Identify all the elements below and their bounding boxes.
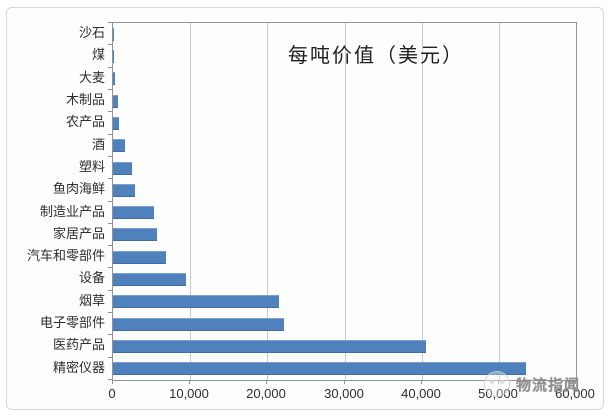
- category-label: 塑料: [78, 159, 105, 174]
- axis-tick: [266, 380, 267, 384]
- axis-tick: [108, 22, 112, 23]
- category-label: 酒: [91, 137, 105, 152]
- axis-tick: [108, 156, 112, 157]
- axis-tick: [108, 290, 112, 291]
- category-label: 家居产品: [52, 226, 105, 241]
- gridline: [499, 23, 500, 380]
- category-label: 精密仪器: [52, 360, 105, 375]
- axis-tick: [108, 44, 112, 45]
- axis-tick: [108, 134, 112, 135]
- watermark-text: 物流指闻: [516, 377, 581, 394]
- x-tick-label: 40,000: [401, 386, 441, 401]
- category-label: 烟草: [78, 293, 105, 308]
- category-axis: 沙石煤大麦木制品农产品酒塑料鱼肉海鲜制造业产品家居产品汽车和零部件设备烟草电子零…: [0, 22, 105, 379]
- axis-tick: [108, 267, 112, 268]
- axis-tick: [108, 379, 112, 380]
- bar: [113, 318, 284, 331]
- bar: [113, 95, 118, 108]
- bar: [113, 295, 279, 308]
- x-tick-label: 10,000: [169, 386, 209, 401]
- category-label: 汽车和零部件: [26, 248, 105, 263]
- axis-tick: [108, 312, 112, 313]
- bar: [113, 72, 115, 85]
- watermark-logo-icon: [484, 371, 510, 397]
- gridline: [190, 23, 191, 380]
- axis-tick: [108, 178, 112, 179]
- category-label: 木制品: [65, 92, 105, 107]
- x-tick-label: 0: [108, 386, 116, 401]
- bar: [113, 28, 114, 41]
- category-label: 设备: [78, 270, 105, 285]
- x-tick-label: 30,000: [324, 386, 364, 401]
- category-label: 沙石: [78, 25, 105, 40]
- bar: [113, 251, 166, 264]
- x-tick-label: 60,000: [555, 386, 595, 401]
- bar: [113, 50, 114, 63]
- bar: [113, 362, 526, 375]
- axis-tick: [108, 201, 112, 202]
- axis-tick: [421, 380, 422, 384]
- axis-tick: [575, 380, 576, 384]
- bar: [113, 162, 132, 175]
- axis-tick: [189, 380, 190, 384]
- bar: [113, 184, 135, 197]
- gridline: [267, 23, 268, 380]
- bar: [113, 340, 426, 353]
- category-label: 医药产品: [52, 337, 105, 352]
- plot-area: 每吨价值（美元）: [112, 22, 577, 381]
- category-label: 煤: [91, 47, 105, 62]
- gridline: [422, 23, 423, 380]
- bar: [113, 228, 157, 241]
- category-label: 鱼肉海鲜: [52, 181, 105, 196]
- category-label: 电子零部件: [39, 315, 105, 330]
- bar: [113, 117, 119, 130]
- axis-tick: [108, 357, 112, 358]
- axis-tick: [108, 245, 112, 246]
- axis-tick: [344, 380, 345, 384]
- axis-tick: [108, 111, 112, 112]
- axis-tick: [108, 334, 112, 335]
- x-tick-label: 20,000: [246, 386, 286, 401]
- bar: [113, 273, 186, 286]
- bar: [113, 206, 154, 219]
- watermark: 物流指闻: [484, 371, 580, 397]
- category-label: 农产品: [65, 114, 105, 129]
- axis-tick: [108, 89, 112, 90]
- category-label: 制造业产品: [39, 204, 105, 219]
- gridline: [345, 23, 346, 380]
- bar: [113, 139, 125, 152]
- category-label: 大麦: [78, 70, 105, 85]
- chart-title: 每吨价值（美元）: [288, 45, 464, 67]
- axis-tick: [108, 67, 112, 68]
- axis-tick: [112, 380, 113, 384]
- axis-tick: [108, 223, 112, 224]
